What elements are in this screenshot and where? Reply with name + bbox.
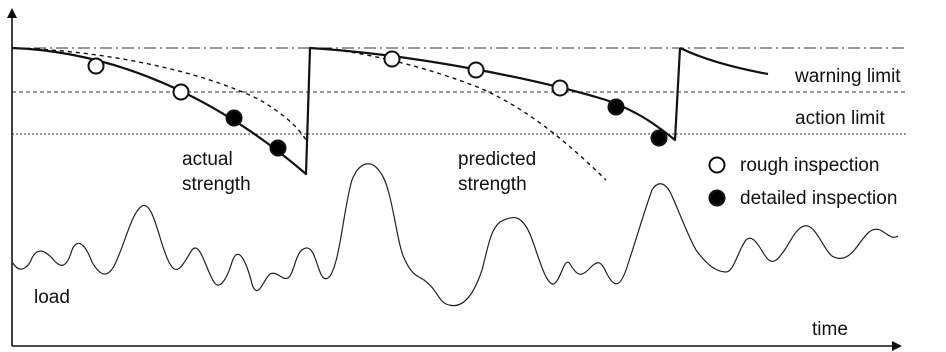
rough-inspection-marker: [551, 79, 569, 97]
actual-strength-label-line2: strength: [182, 174, 251, 195]
legend: rough inspection detailed inspection: [708, 155, 897, 209]
actual-strength-label-line1: actual: [182, 149, 233, 170]
action-limit-label: action limit: [795, 108, 885, 129]
warning-limit-label: warning limit: [794, 66, 901, 87]
actual-strength-curve-tail: [679, 47, 769, 76]
legend-detailed-marker: [708, 189, 726, 207]
legend-rough-marker: [708, 156, 726, 174]
actual-strength-curve: [11, 46, 682, 176]
rough-inspection-marker: [383, 50, 401, 68]
rough-inspection-marker: [172, 83, 190, 101]
predicted-strength-curve-2: [311, 47, 607, 181]
predicted-strength-curve-1: [11, 47, 307, 141]
predicted-strength-label-line2: strength: [458, 174, 527, 195]
detailed-inspection-marker: [607, 98, 625, 116]
detailed-inspection-marker: [225, 109, 243, 127]
rough-inspection-marker: [87, 57, 105, 75]
detailed-inspection-marker: [650, 129, 668, 147]
predicted-strength-label-line1: predicted: [458, 149, 536, 170]
legend-detailed-label: detailed inspection: [740, 188, 897, 209]
time-label: time: [812, 319, 848, 340]
rough-inspection-marker: [467, 61, 485, 79]
legend-rough-label: rough inspection: [740, 155, 879, 176]
detailed-inspection-marker: [269, 139, 287, 157]
load-label: load: [34, 287, 70, 308]
load-curve: [11, 163, 899, 307]
